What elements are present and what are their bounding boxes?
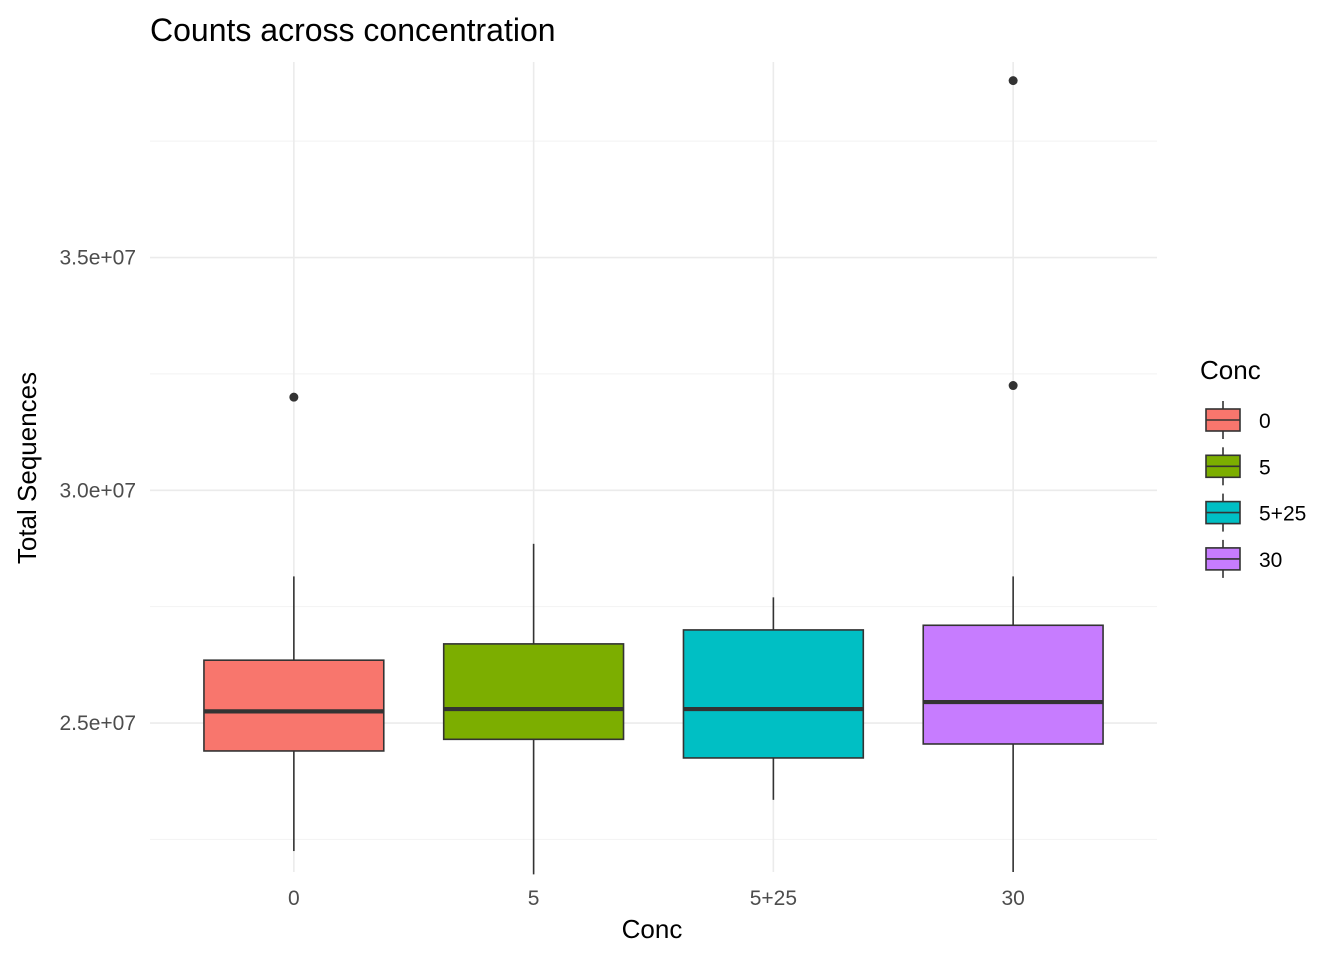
- box: [442, 643, 625, 741]
- legend-item: 5: [1205, 447, 1271, 486]
- x-tick-label: 30: [1001, 887, 1024, 910]
- box-group: [682, 597, 865, 800]
- y-tick-label: 3.0e+07: [60, 479, 137, 502]
- x-axis-title: Conc: [622, 914, 683, 944]
- box-group: [203, 392, 385, 852]
- legend-label: 0: [1259, 410, 1271, 433]
- x-tick-label: 5+25: [750, 887, 797, 910]
- y-tick-label: 2.5e+07: [60, 712, 137, 735]
- box-group: [442, 543, 625, 875]
- outlier-point: [289, 392, 299, 402]
- legend-item: 30: [1205, 539, 1282, 578]
- x-tick-label: 0: [288, 887, 300, 910]
- boxes: [203, 76, 1104, 875]
- legend-title: Conc: [1200, 355, 1261, 385]
- y-axis-ticks: 2.5e+07 3.0e+07 3.5e+07: [60, 247, 137, 736]
- x-axis-ticks: 0 5 5+25 30: [288, 887, 1025, 910]
- y-tick-label: 3.5e+07: [60, 247, 137, 270]
- legend-item: 5+25: [1205, 493, 1306, 532]
- box-group: [922, 76, 1104, 872]
- legend-item: 0: [1205, 401, 1271, 439]
- box: [922, 624, 1104, 745]
- legend-label: 5+25: [1259, 503, 1306, 526]
- legend-label: 30: [1259, 549, 1282, 572]
- box: [682, 629, 865, 759]
- x-tick-label: 5: [528, 887, 540, 910]
- legend-label: 5: [1259, 456, 1271, 479]
- box: [203, 659, 385, 752]
- chart-title: Counts across concentration: [150, 12, 556, 48]
- y-axis-title: Total Sequences: [12, 372, 42, 564]
- legend: Conc 0 5 5+25 30: [1200, 355, 1306, 578]
- outlier-point: [1008, 76, 1018, 86]
- outlier-point: [1008, 381, 1018, 391]
